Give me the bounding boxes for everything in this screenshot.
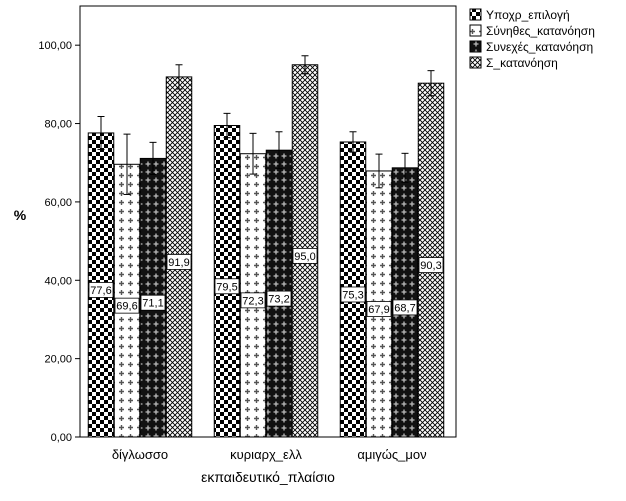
- legend-label: Υποχρ_επιλογή: [486, 8, 570, 22]
- y-axis-title: %: [14, 207, 27, 223]
- x-axis-categories: δίγλωσσο κυριαρχ_ελλ αμιγώς_μον: [112, 447, 427, 462]
- data-label-box: [114, 297, 140, 314]
- legend-swatch: [469, 8, 482, 21]
- x-category-label: αμιγώς_μον: [357, 447, 426, 462]
- legend: Υποχρ_επιλογή Σύνηθες_κατανόηση Συνεχές_κα…: [469, 8, 595, 70]
- data-label-box: [392, 299, 418, 316]
- data-label: 68,7: [394, 302, 415, 314]
- y-tick-label: 60,00: [44, 197, 72, 209]
- legend-label: Σύνηθες_κατανόηση: [486, 24, 595, 38]
- data-label: 73,2: [268, 294, 289, 306]
- data-label-box: [366, 301, 392, 317]
- y-tick-label: 100,00: [38, 40, 72, 52]
- y-tick-label: 80,00: [44, 119, 72, 131]
- data-label-box: [214, 278, 240, 295]
- y-tick-label: 40,00: [44, 275, 72, 287]
- data-label: 91,9: [168, 257, 189, 269]
- y-axis: 0,00 20,00 40,00 60,00 80,00 100,00: [38, 40, 80, 444]
- data-label-box: [140, 294, 166, 311]
- data-label-box: [88, 282, 114, 298]
- data-label: 72,3: [242, 295, 263, 307]
- y-tick-label: 20,00: [44, 354, 72, 366]
- data-label-box: [166, 254, 192, 270]
- data-label-box: [240, 292, 266, 309]
- data-label-box: [292, 247, 318, 264]
- data-label: 69,6: [116, 301, 137, 313]
- x-category-label: δίγλωσσο: [112, 447, 168, 462]
- data-label: 79,5: [216, 281, 237, 293]
- legend-swatch: [469, 40, 482, 53]
- data-label-box: [266, 290, 292, 307]
- data-label: 95,0: [294, 251, 315, 263]
- y-tick-label: 0,00: [51, 432, 72, 444]
- legend-swatch: [469, 24, 482, 37]
- bars: 77,6 69,6 71,1 91,9 79,5 72,3 73,2 95,0 75,3 67,9…: [87, 55, 445, 438]
- data-label: 71,1: [142, 298, 163, 310]
- legend-swatch: [469, 56, 482, 69]
- data-label: 67,9: [368, 304, 389, 316]
- data-label-box: [340, 286, 366, 303]
- data-label: 90,3: [420, 260, 441, 272]
- x-category-label: κυριαρχ_ελλ: [230, 447, 302, 462]
- data-label-box: [418, 257, 444, 273]
- legend-label: Συνεχές_κατανόηση: [486, 40, 593, 54]
- x-axis-title: εκπαιδευτικό_πλαίσιο: [201, 469, 335, 485]
- data-label: 77,6: [90, 285, 111, 297]
- legend-label: Σ_κατανόηση: [486, 56, 558, 70]
- data-label: 75,3: [342, 289, 363, 301]
